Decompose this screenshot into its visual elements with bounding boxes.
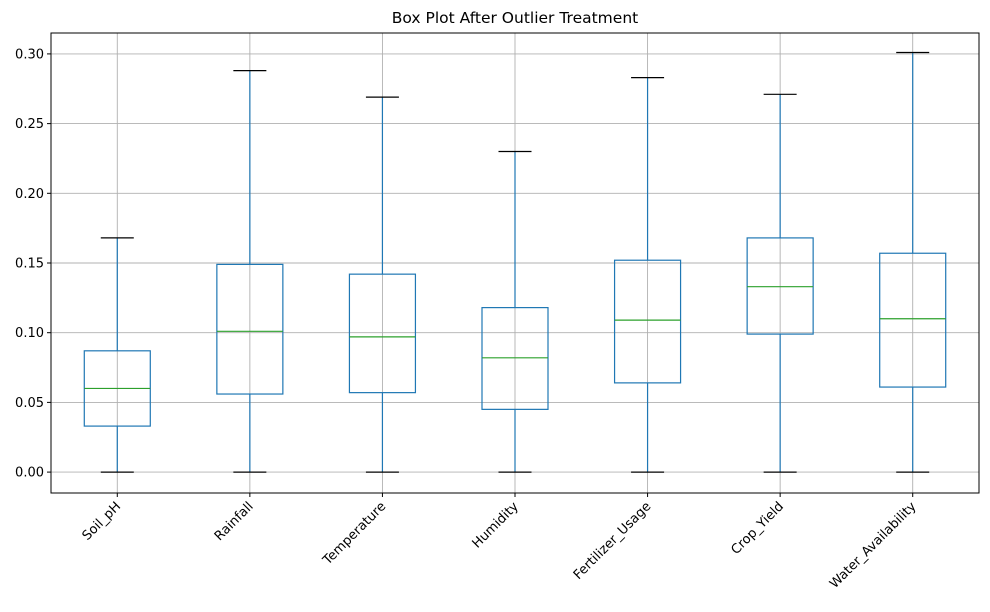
box-crop-yield — [746, 93, 814, 473]
iqr-box — [613, 259, 682, 384]
box-fertilizer-usage — [613, 77, 682, 473]
iqr-box — [481, 307, 549, 410]
chart-title: Box Plot After Outlier Treatment — [392, 9, 638, 27]
iqr-box — [879, 252, 947, 388]
y-tick-label: 0.20 — [15, 187, 44, 202]
box-temperature — [348, 96, 417, 473]
box-soil-ph — [83, 237, 151, 473]
y-tick-label: 0.05 — [15, 396, 44, 411]
box-layer — [83, 51, 947, 473]
y-tick-label: 0.10 — [15, 326, 44, 341]
iqr-box — [348, 273, 417, 394]
box-humidity — [481, 150, 549, 473]
y-tick-label: 0.25 — [15, 117, 44, 132]
y-tick-label: 0.30 — [15, 47, 44, 62]
y-tick-label: 0.15 — [15, 257, 44, 272]
iqr-box — [746, 237, 814, 335]
box-rainfall — [216, 70, 284, 473]
iqr-box — [216, 263, 284, 395]
box-water-availability — [879, 51, 947, 473]
y-tick-label: 0.00 — [15, 466, 44, 481]
